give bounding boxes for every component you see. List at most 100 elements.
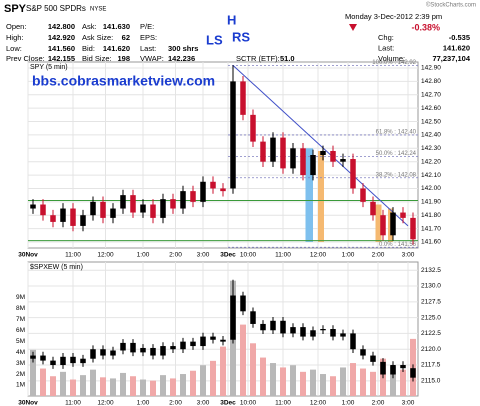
y-tick-label: 141.70 (421, 225, 441, 232)
candle-body (80, 358, 86, 364)
candle-body (240, 81, 246, 115)
y-tick-label: 142.20 (421, 158, 441, 165)
x-tick-label: 2:00 (169, 252, 182, 259)
candle-body (290, 148, 296, 169)
quote-value: 300 shrs (168, 44, 198, 53)
y2-tick-label: 1M (16, 382, 25, 389)
candle-body (130, 195, 136, 213)
x-tick-label: 12:00 (310, 252, 327, 259)
x-tick-label: 3Dec (220, 252, 236, 259)
volume-bar (210, 360, 216, 396)
candle-body (210, 181, 216, 189)
candle-body (210, 336, 216, 340)
x-tick-label: 3:00 (402, 252, 415, 259)
y-tick-label: 141.80 (421, 212, 441, 219)
candle-body (320, 150, 326, 155)
volume-bar (360, 368, 366, 396)
candle-body (190, 341, 196, 347)
candle-body (130, 342, 136, 353)
y-tick-label: 2132.5 (421, 267, 441, 274)
candle-body (140, 347, 146, 353)
quote-label: Volume: (378, 54, 405, 63)
quote-value: 141.630 (103, 22, 130, 31)
quote-value: 142.920 (48, 33, 75, 42)
x-tick-label: 3Dec (220, 400, 236, 406)
x-tick-label: 2:00 (372, 252, 385, 259)
quote-label: Last: (378, 43, 394, 52)
volume-bar (180, 374, 186, 396)
candle-body (380, 215, 386, 236)
candle-body (410, 217, 416, 240)
quote-label: Bid Size: (82, 54, 112, 63)
candle-body (200, 336, 206, 347)
volume-bar (140, 379, 146, 396)
candle-body (100, 349, 106, 356)
quote-value: 77,237,104 (432, 54, 470, 63)
candle-body (200, 181, 206, 202)
y-tick-label: 142.40 (421, 132, 441, 139)
y2-tick-label: 3M (16, 360, 25, 367)
x-tick-label: 10:00 (240, 400, 257, 406)
quote-value: 141.620 (443, 43, 470, 52)
trendline (232, 64, 409, 227)
volume-bar (170, 378, 176, 396)
quote-value: 142.236 (168, 54, 195, 63)
quote-label: Ask Size: (82, 33, 113, 42)
y2-tick-label: 6M (16, 327, 25, 334)
credit: ©StockCharts.com (426, 2, 476, 9)
quote-label: Ask: (82, 22, 97, 31)
x-tick-label: 11:00 (275, 400, 291, 406)
y-tick-label: 141.90 (421, 199, 441, 206)
candle-body (350, 333, 356, 350)
fib-label: 50.0% : 142.24 (376, 151, 417, 157)
volume-bar (80, 375, 86, 396)
candle-body (340, 159, 346, 162)
candle-body (360, 188, 366, 202)
highlight-bar (375, 204, 382, 242)
volume-bar (60, 371, 66, 396)
quote-label: SCTR (ETF): (236, 54, 280, 63)
candle-body (160, 199, 166, 218)
quote-value: 198 (117, 54, 130, 63)
x-tick-label: 1:00 (342, 252, 355, 259)
candle-body (190, 191, 196, 202)
candle-body (310, 155, 316, 176)
x-tick-label: 1:00 (137, 252, 150, 259)
x-tick-label: 11:00 (65, 252, 81, 259)
y-tick-label: 2117.5 (421, 362, 441, 369)
candle-body (380, 361, 386, 375)
candle-body (390, 365, 396, 375)
chart-title: $SPXEW (5 min) (30, 264, 83, 271)
quote-label: Bid: (82, 44, 95, 53)
volume-bar (270, 363, 276, 396)
y-tick-label: 142.90 (421, 65, 441, 72)
x-tick-label: 3:00 (197, 400, 210, 406)
x-tick-label: 3:00 (402, 400, 415, 406)
quote-value: 62 (122, 33, 130, 42)
candle-body (90, 201, 96, 216)
fib-label: 38.2% : 142.08 (376, 172, 417, 178)
y-tick-label: 142.00 (421, 185, 441, 192)
candle-body (30, 204, 36, 209)
candle-body (100, 201, 106, 218)
candle-body (60, 208, 66, 222)
volume-bar (310, 369, 316, 396)
candle-body (270, 137, 276, 162)
y-tick-label: 2115.0 (421, 378, 441, 385)
candle-body (240, 295, 246, 312)
volume-bar (290, 365, 296, 396)
candle-body (370, 355, 376, 362)
candle-body (40, 355, 46, 361)
volume-bar (300, 371, 306, 396)
quote-value: 51.0 (280, 54, 295, 63)
quote-label: EPS: (140, 33, 157, 42)
volume-bar (390, 366, 396, 396)
candle-body (50, 215, 56, 222)
y-tick-label: 142.10 (421, 172, 441, 179)
candle-body (360, 349, 366, 356)
quote-value: 142.800 (48, 22, 75, 31)
x-tick-label: 1:00 (137, 400, 150, 406)
quote-value: -0.535 (449, 33, 470, 42)
candle-body (250, 114, 256, 142)
quote-label: Low: (6, 44, 22, 53)
